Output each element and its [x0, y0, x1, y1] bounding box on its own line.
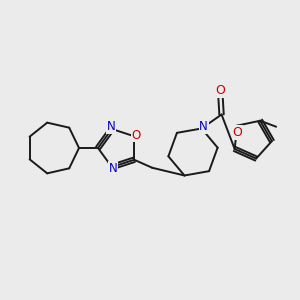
Text: N: N — [106, 121, 115, 134]
Text: N: N — [199, 120, 208, 133]
Text: O: O — [216, 84, 226, 97]
Text: N: N — [108, 161, 117, 175]
Text: O: O — [132, 129, 141, 142]
Text: O: O — [232, 126, 242, 139]
